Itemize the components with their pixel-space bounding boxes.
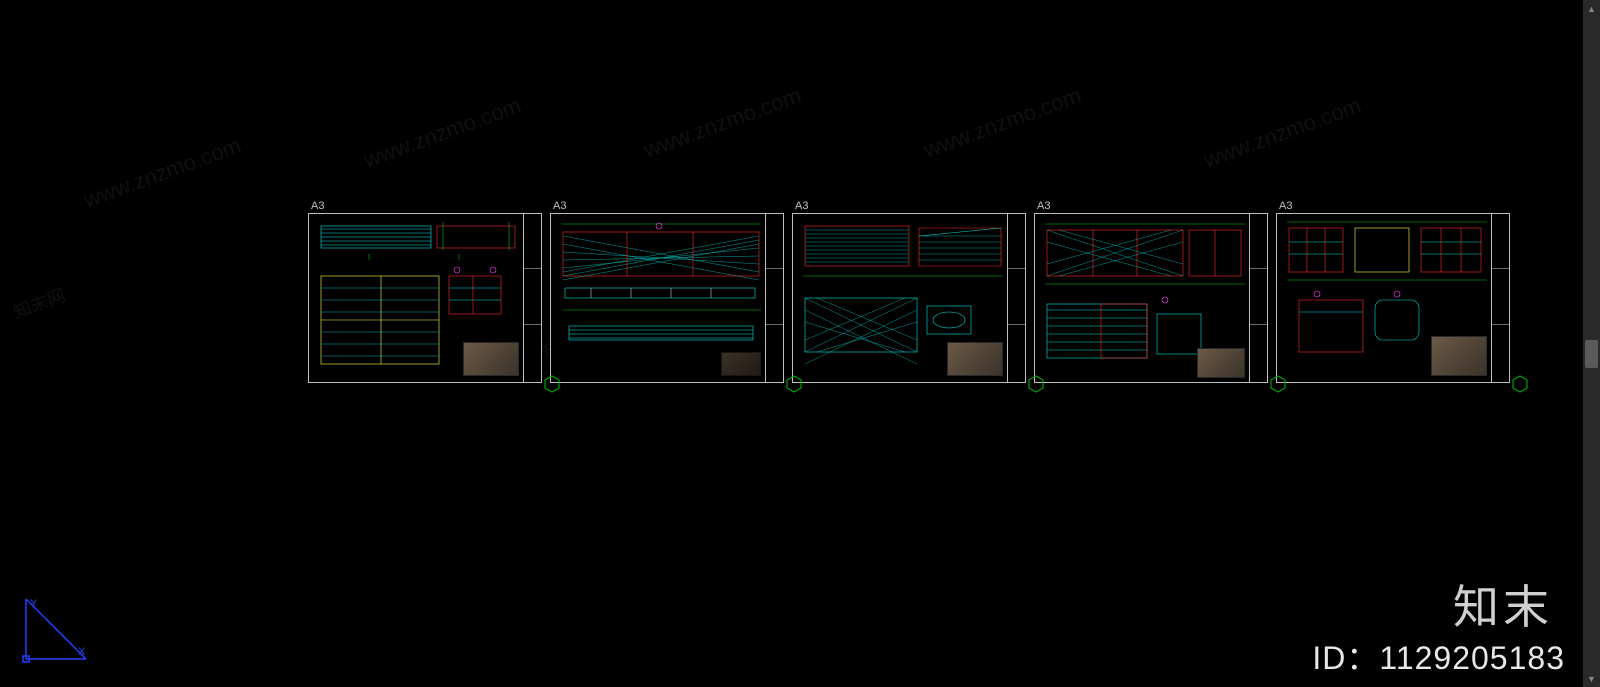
scrollbar-thumb[interactable] <box>1585 340 1598 368</box>
drawing-sheet[interactable]: A3 <box>1034 213 1268 383</box>
scroll-down-button[interactable]: ▼ <box>1583 670 1600 687</box>
watermark-url: www.znzmo.com <box>361 93 525 174</box>
title-block <box>1007 214 1025 382</box>
reference-photo <box>1197 348 1245 378</box>
reference-photo <box>721 352 761 376</box>
drawing-sheet[interactable]: A3 <box>1276 213 1510 383</box>
sheet-size-label: A3 <box>1037 200 1050 212</box>
drawing-sheet[interactable]: A3 <box>550 213 784 383</box>
sheet-size-label: A3 <box>311 200 324 212</box>
scroll-up-button[interactable]: ▲ <box>1583 0 1600 17</box>
ucs-icon: X Y <box>18 589 98 669</box>
cad-model-viewport[interactable]: www.znzmo.com www.znzmo.com www.znzmo.co… <box>0 0 1583 687</box>
asset-id-label: ID：1129205183 <box>1312 633 1565 679</box>
watermark-url: www.znzmo.com <box>641 83 805 164</box>
ucs-x-label: X <box>78 646 86 658</box>
drawing-sheet[interactable]: A3 <box>792 213 1026 383</box>
brand-watermark: 知末 <box>1453 571 1553 637</box>
watermark-url: www.znzmo.com <box>81 133 245 214</box>
ucs-y-label: Y <box>30 598 38 610</box>
title-block <box>765 214 783 382</box>
title-block <box>523 214 541 382</box>
title-block <box>1249 214 1267 382</box>
watermark-url: www.znzmo.com <box>921 83 1085 164</box>
reference-photo <box>463 342 519 376</box>
sheet-size-label: A3 <box>1279 200 1292 212</box>
watermark-logo: 知末网 <box>9 282 69 325</box>
reference-photo <box>1431 336 1487 376</box>
drawing-sheets-row: A3 <box>308 213 1510 383</box>
title-block <box>1491 214 1509 382</box>
vertical-scrollbar[interactable]: ▲ ▼ <box>1583 0 1600 687</box>
sheet-size-label: A3 <box>795 200 808 212</box>
watermark-url: www.znzmo.com <box>1201 93 1365 174</box>
reference-photo <box>947 342 1003 376</box>
sheet-size-label: A3 <box>553 200 566 212</box>
drawing-sheet[interactable]: A3 <box>308 213 542 383</box>
